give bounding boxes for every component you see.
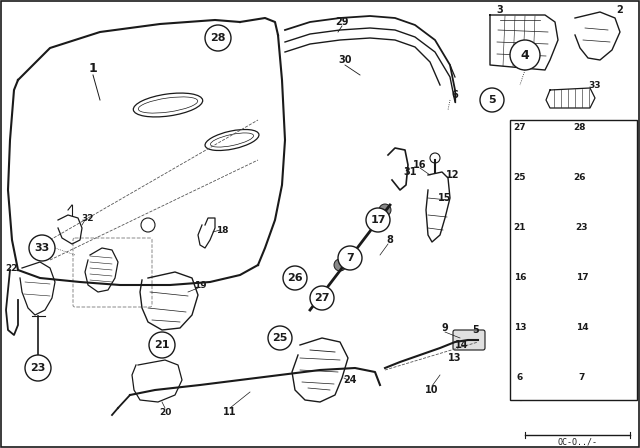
Text: 29: 29 [335,17,349,27]
Circle shape [25,355,51,381]
Text: 25: 25 [514,172,526,181]
Text: 28: 28 [573,122,586,132]
Circle shape [283,266,307,290]
Text: 18: 18 [216,225,228,234]
Text: 21: 21 [154,340,170,350]
Text: 6: 6 [517,372,523,382]
Circle shape [338,246,362,270]
Text: 13: 13 [514,323,526,332]
Text: 7: 7 [579,372,585,382]
Text: 23: 23 [576,223,588,232]
Text: 5: 5 [488,95,496,105]
Text: 26: 26 [287,273,303,283]
Text: 32: 32 [82,214,94,223]
Text: 31: 31 [403,167,417,177]
Circle shape [516,188,530,202]
Text: 3: 3 [497,5,504,15]
Text: 30: 30 [339,55,352,65]
Circle shape [205,25,231,51]
Text: 21: 21 [514,223,526,232]
Ellipse shape [571,141,599,159]
Circle shape [515,382,527,394]
Text: 27: 27 [514,122,526,132]
Text: 14: 14 [576,323,588,332]
Text: 12: 12 [446,170,460,180]
FancyBboxPatch shape [453,330,485,350]
Text: 5: 5 [472,325,479,335]
Text: 19: 19 [194,280,206,289]
Circle shape [576,236,588,248]
Text: 11: 11 [223,407,237,417]
Text: 9: 9 [442,323,449,333]
Text: 20: 20 [159,408,171,417]
Circle shape [480,88,504,112]
Text: OC-O../-: OC-O../- [557,438,597,447]
Text: 17: 17 [371,215,386,225]
Text: 13: 13 [448,353,461,363]
Circle shape [334,259,346,271]
Text: 4: 4 [520,48,529,61]
Text: 16: 16 [413,160,427,170]
Text: 7: 7 [346,253,354,263]
Text: 28: 28 [211,33,226,43]
Circle shape [366,208,390,232]
Text: 14: 14 [455,340,468,350]
Text: 25: 25 [272,333,288,343]
Text: 27: 27 [314,293,330,303]
Circle shape [517,237,527,247]
Text: 17: 17 [576,272,588,281]
Text: 33: 33 [35,243,50,253]
Text: 16: 16 [514,272,526,281]
Bar [510,120,637,400]
Text: 26: 26 [573,172,586,181]
Circle shape [379,204,391,216]
Circle shape [515,330,527,342]
Text: 1: 1 [88,61,97,74]
Circle shape [268,326,292,350]
Text: 23: 23 [30,363,45,373]
Text: 22: 22 [6,263,19,272]
Text: 10: 10 [425,385,439,395]
Circle shape [572,380,592,400]
Text: 6: 6 [452,90,458,100]
Text: 15: 15 [438,193,452,203]
Text: 24: 24 [343,375,356,385]
Text: 2: 2 [616,5,623,15]
Ellipse shape [571,293,593,307]
Circle shape [575,328,589,342]
Text: 8: 8 [387,235,394,245]
Circle shape [310,286,334,310]
Circle shape [29,235,55,261]
Circle shape [149,332,175,358]
Text: 33: 33 [589,81,601,90]
Ellipse shape [577,145,593,155]
Circle shape [510,40,540,70]
